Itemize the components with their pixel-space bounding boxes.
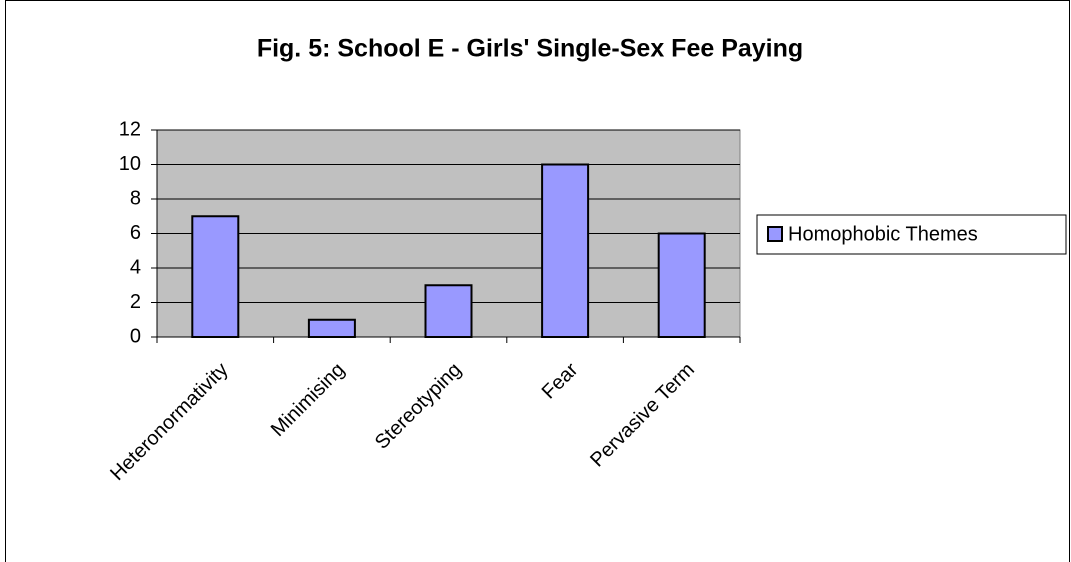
y-tick-label: 2 [130, 291, 141, 313]
y-tick-label: 0 [130, 325, 141, 347]
y-tick-label: 12 [119, 118, 141, 140]
chart-title: Fig. 5: School E - Girls' Single-Sex Fee… [257, 35, 803, 63]
bar [191, 215, 240, 338]
bar [657, 232, 706, 338]
bar [424, 284, 473, 338]
legend-label: Homophobic Themes [788, 223, 978, 245]
legend-box [756, 214, 1067, 255]
y-tick-label: 6 [130, 222, 141, 244]
bar [541, 163, 590, 338]
y-tick-label: 10 [119, 153, 141, 175]
y-tick-label: 8 [130, 187, 141, 209]
y-tick-label: 4 [130, 256, 141, 278]
bar [307, 318, 356, 338]
legend-swatch [767, 226, 783, 242]
